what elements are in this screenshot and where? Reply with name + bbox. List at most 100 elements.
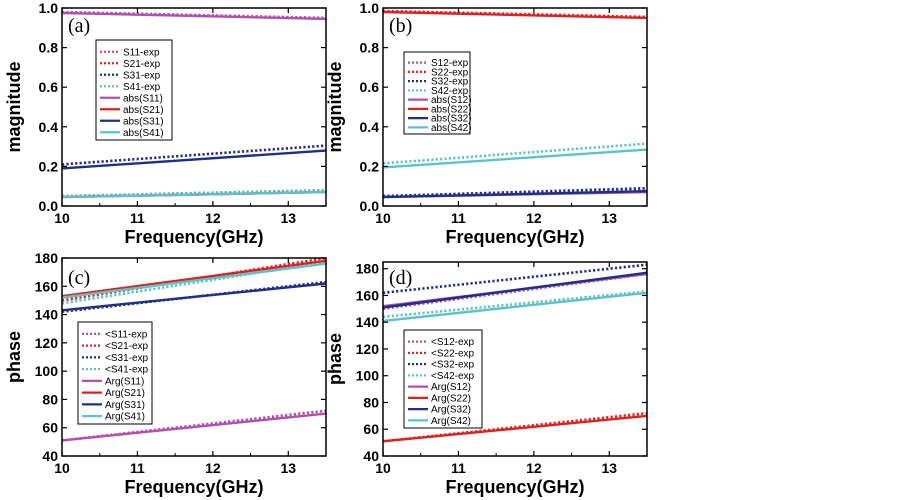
legend-label: <S22-exp xyxy=(431,348,475,359)
panel-label: (b) xyxy=(389,15,412,37)
y-tick-label: 0.4 xyxy=(360,119,380,135)
y-tick-label: 40 xyxy=(42,448,58,464)
y-tick-label: 0.0 xyxy=(39,198,59,214)
y-tick-label: 0.4 xyxy=(39,119,59,135)
series-line-abs-s41 xyxy=(62,190,326,199)
legend-label: abs(S31) xyxy=(123,116,164,127)
panel-c: 10 11 12 13 40 60 80 100 120 140 160 180 Frequency(G… xyxy=(4,250,327,497)
series-group xyxy=(383,9,647,199)
legend-label: <S21-exp xyxy=(105,341,149,352)
legend: <S11-exp<S21-exp<S31-exp<S41-expArg(S11)… xyxy=(77,321,153,425)
x-axis-title: Frequency(GHz) xyxy=(445,477,584,497)
legend-box xyxy=(403,329,483,429)
y-axis-title: phase xyxy=(325,333,345,385)
legend-box xyxy=(77,321,153,425)
series-line-arg-s41 xyxy=(62,262,326,299)
legend-label: Arg(S21) xyxy=(105,388,145,399)
x-tick-label: 10 xyxy=(375,460,391,476)
series-group xyxy=(62,258,326,442)
y-tick-label: 180 xyxy=(356,261,380,277)
legend-label: S41-exp xyxy=(123,82,161,93)
x-tick-label: 11 xyxy=(451,210,466,226)
y-axis-title: magnitude xyxy=(4,61,24,152)
x-tick-label: 11 xyxy=(130,460,145,476)
legend-label: S12-exp xyxy=(431,58,469,69)
x-tick-label: 10 xyxy=(54,460,70,476)
x-tick-label: 10 xyxy=(54,210,70,226)
series-group xyxy=(62,10,326,199)
y-tick-label: 160 xyxy=(356,287,380,303)
y-tick-label: 1.0 xyxy=(39,0,59,16)
x-axis-title: Frequency(GHz) xyxy=(124,477,263,497)
legend-label: Arg(S41) xyxy=(105,412,145,423)
x-tick-label: 13 xyxy=(601,460,617,476)
series-line-s42-exp xyxy=(383,290,647,319)
series-line-abs-s32 xyxy=(383,190,647,199)
series-line-arg-s32 xyxy=(383,271,647,309)
plot-frame xyxy=(382,7,648,207)
legend-label: abs(S42) xyxy=(431,123,472,134)
legend-label: abs(S22) xyxy=(431,104,472,115)
x-tick-label: 11 xyxy=(130,210,145,226)
x-tick-label: 11 xyxy=(451,460,466,476)
plot-frame xyxy=(61,7,327,207)
x-tick-label: 12 xyxy=(526,210,542,226)
series-line-arg-s22 xyxy=(383,414,647,443)
y-tick-label: 160 xyxy=(35,278,59,294)
y-tick-label: 180 xyxy=(35,250,59,266)
legend: <S12-exp<S22-exp<S32-exp<S42-expArg(S12)… xyxy=(403,329,483,429)
legend-label: abs(S21) xyxy=(123,105,164,116)
legend-label: Arg(S42) xyxy=(431,416,471,427)
y-tick-label: 40 xyxy=(363,448,379,464)
series-line-s42-exp xyxy=(383,142,647,165)
legend-label: Arg(S11) xyxy=(105,376,144,387)
legend-label: Arg(S12) xyxy=(431,382,471,393)
series-line-s31-exp xyxy=(62,144,326,166)
series-line-s32-exp xyxy=(383,263,647,295)
y-tick-label: 1.0 xyxy=(360,0,380,16)
y-tick-label: 120 xyxy=(35,335,59,351)
legend-label: S42-exp xyxy=(431,86,469,97)
y-tick-label: 0.2 xyxy=(39,158,59,174)
legend-label: S21-exp xyxy=(123,59,161,70)
y-axis-title: phase xyxy=(4,331,24,383)
legend-label: S31-exp xyxy=(123,70,161,81)
series-line-abs-s31 xyxy=(62,149,326,170)
y-tick-label: 100 xyxy=(35,363,59,379)
legend-label: abs(S32) xyxy=(431,114,472,125)
y-tick-label: 80 xyxy=(42,391,58,407)
legend: S12-expS22-expS32-expS42-expabs(S12)abs(… xyxy=(403,51,472,135)
x-axis-title: Frequency(GHz) xyxy=(445,227,584,247)
series-line-arg-s31 xyxy=(62,282,326,312)
y-tick-label: 100 xyxy=(356,368,380,384)
x-tick-label: 12 xyxy=(205,460,221,476)
legend-box xyxy=(95,39,173,141)
series-line-abs-s42 xyxy=(383,148,647,169)
x-tick-label: 10 xyxy=(375,210,391,226)
panel-label: (c) xyxy=(68,267,90,289)
panel-label: (a) xyxy=(68,15,90,37)
series-line-abs-s22 xyxy=(383,10,647,20)
y-tick-label: 0.8 xyxy=(360,40,380,56)
legend-label: <S11-exp xyxy=(105,329,148,340)
legend-label: <S31-exp xyxy=(105,353,149,364)
y-tick-label: 60 xyxy=(42,420,58,436)
y-tick-label: 140 xyxy=(356,314,380,330)
y-tick-label: 60 xyxy=(363,421,379,437)
plot-frame xyxy=(382,261,648,457)
x-axis-title: Frequency(GHz) xyxy=(124,227,263,247)
legend-label: Arg(S31) xyxy=(105,400,145,411)
legend-label: Arg(S32) xyxy=(431,405,471,416)
series-line-arg-s11 xyxy=(62,412,326,442)
panel-d: 10 11 12 13 40 60 80 100 120 140 160 180 Frequency(G… xyxy=(325,261,648,497)
y-tick-label: 0.0 xyxy=(360,198,380,214)
x-tick-label: 12 xyxy=(526,460,542,476)
y-tick-label: 120 xyxy=(356,341,380,357)
y-tick-label: 0.6 xyxy=(39,79,59,95)
x-tick-label: 13 xyxy=(601,210,617,226)
plot-frame xyxy=(61,257,327,457)
panel-label: (d) xyxy=(389,267,412,289)
legend-label: <S12-exp xyxy=(431,337,475,348)
series-line-abs-s11 xyxy=(62,11,326,21)
